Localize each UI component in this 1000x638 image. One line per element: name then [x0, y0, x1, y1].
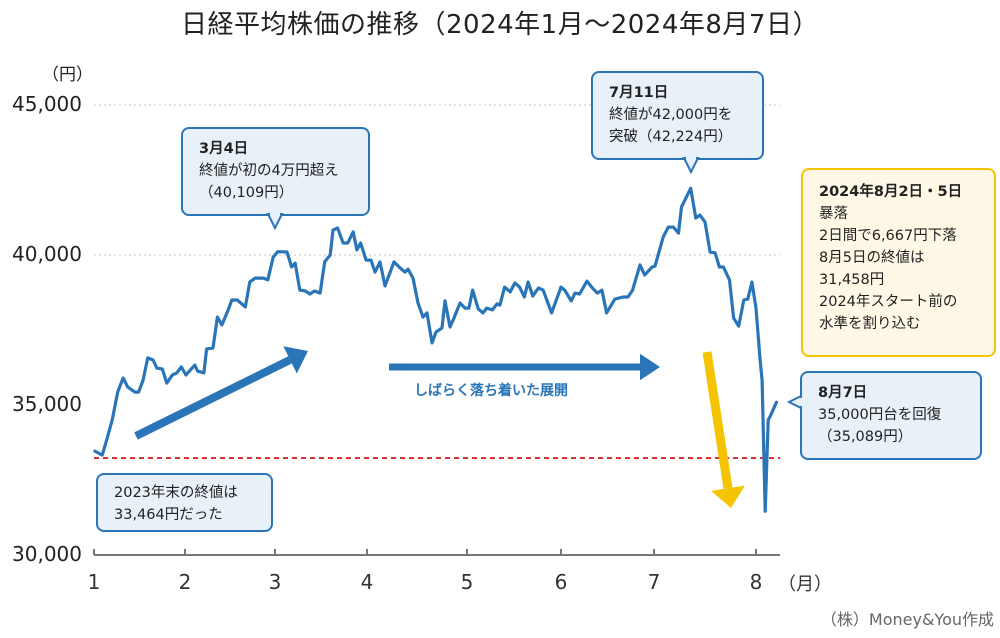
annotation-line: 33,464円だった: [114, 507, 223, 523]
annotation-heading: 3月4日: [199, 141, 249, 157]
annotation-heading: 8月7日: [818, 385, 868, 401]
crash-arrow-head: [711, 485, 745, 508]
y-tick-30000: 30,000: [12, 542, 82, 566]
x-tick-label: 7: [647, 570, 661, 594]
annotation-line: 8月5日の終値は: [819, 250, 925, 266]
x-tick-label: 8: [749, 570, 763, 594]
annotation-line: 突破（42,224円）: [609, 129, 733, 145]
uptrend-arrow-shaft: [134, 356, 292, 440]
annotation-end-2023: 2023年末の終値は 33,464円だった: [96, 473, 273, 532]
annotation-line: 暴落: [819, 206, 848, 222]
callout-pointer-jul11: [682, 157, 700, 175]
annotation-line: 35,000円台を回復: [818, 407, 942, 423]
y-tick-45000: 45,000: [12, 92, 82, 116]
flat-arrow-head: [640, 353, 660, 381]
annotation-heading: 2024年8月2日・5日: [819, 184, 963, 200]
annotation-aug7: 8月7日 35,000円台を回復 （35,089円）: [800, 371, 982, 460]
source-credit: （株）Money&You作成: [820, 610, 994, 629]
annotation-line: 2日間で6,667円下落: [819, 228, 957, 244]
annotation-line: 31,458円: [819, 272, 885, 288]
x-axis-unit: （月）: [778, 574, 832, 595]
x-tick-label: 1: [87, 570, 101, 594]
x-tick-label: 3: [268, 570, 282, 594]
x-tick-label: 5: [460, 570, 474, 594]
annotation-heading: 7月11日: [609, 85, 669, 101]
uptrend-arrow-head: [283, 346, 308, 374]
annotation-line: 終値が42,000円を: [609, 107, 733, 123]
annotation-calm: しばらく落ち着いた展開: [414, 383, 568, 399]
annotation-line: 水準を割り込む: [819, 316, 921, 332]
x-tick-label: 4: [360, 570, 374, 594]
y-tick-35000: 35,000: [12, 392, 82, 416]
chart-title: 日経平均株価の推移（2024年1月～2024年8月7日）: [181, 10, 819, 40]
annotation-line: 2023年末の終値は: [114, 485, 238, 501]
annotation-line: 2024年スタート前の: [819, 294, 958, 310]
annotation-jul11: 7月11日 終値が42,000円を 突破（42,224円）: [591, 71, 764, 160]
nikkei-line: [93, 186, 779, 513]
y-axis-unit: （円）: [42, 65, 93, 85]
annotation-mar4: 3月4日 終値が初の4万円超え （40,109円）: [181, 127, 370, 216]
x-tick-label: 2: [178, 570, 192, 594]
callout-pointer-mar4: [266, 213, 284, 231]
y-tick-40000: 40,000: [12, 242, 82, 266]
crash-arrow-shaft: [702, 351, 733, 489]
annotation-line: （35,089円）: [818, 429, 913, 445]
annotation-line: （40,109円）: [199, 185, 294, 201]
annotation-line: 終値が初の4万円超え: [199, 163, 339, 179]
annotation-aug2-5: 2024年8月2日・5日 暴落 2日間で6,667円下落 8月5日の終値は 31…: [801, 168, 996, 357]
x-tick-label: 6: [554, 570, 568, 594]
